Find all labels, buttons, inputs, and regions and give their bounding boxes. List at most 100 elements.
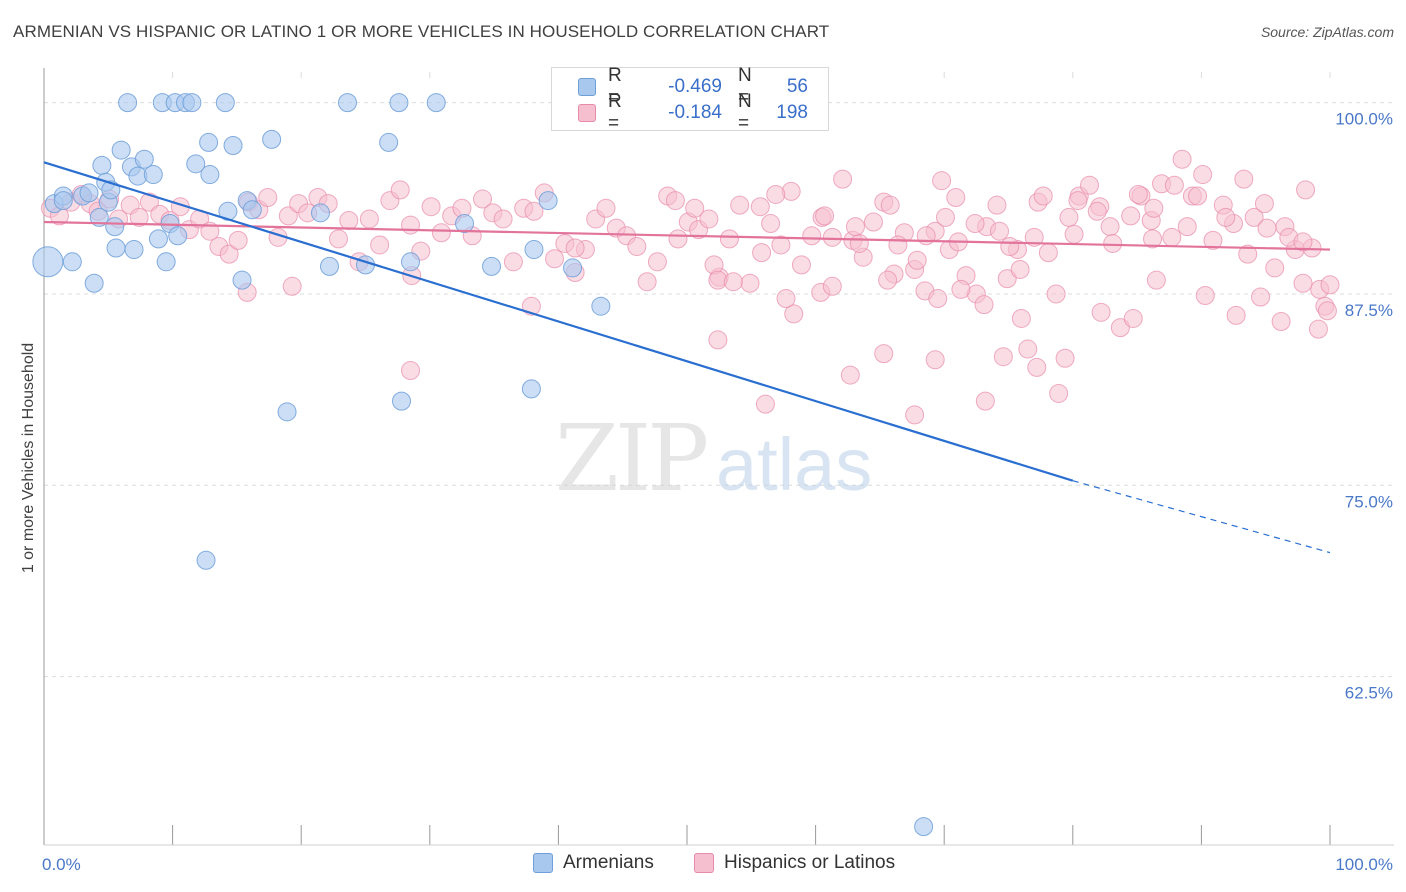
armenian-point	[186, 154, 206, 174]
hispanic-point	[907, 250, 927, 270]
hispanic-point	[493, 209, 513, 229]
n-label: N =	[738, 91, 752, 134]
armenian-point	[379, 132, 399, 152]
armenian-point	[134, 149, 154, 169]
legend-label-hispanics: Hispanics or Latinos	[724, 852, 896, 873]
hispanic-point	[1188, 186, 1208, 206]
hispanic-point	[840, 365, 860, 385]
watermark-atlas: atlas	[716, 423, 872, 506]
armenian-point	[182, 93, 202, 113]
armenians-legend-swatch	[533, 853, 553, 873]
hispanic-point	[880, 195, 900, 215]
stats-legend: R = -0.469 N = 56 R = -0.184 N = 198	[551, 65, 829, 134]
hispanic-trend-line	[43, 220, 1331, 251]
hispanic-point	[1271, 312, 1291, 332]
r-label: R =	[608, 65, 622, 108]
hispanic-point	[946, 188, 966, 208]
armenian-point	[401, 252, 421, 272]
hispanic-point	[685, 198, 705, 218]
hispanic-point	[1254, 194, 1274, 214]
hispanic-point	[1087, 201, 1107, 221]
hispanic-point	[1293, 232, 1313, 252]
trend-lines	[43, 161, 1331, 554]
hispanic-point	[845, 217, 865, 237]
hispanic-point	[339, 210, 359, 230]
hispanic-point	[1121, 206, 1141, 226]
hispanic-point	[627, 236, 647, 256]
axes	[43, 68, 1394, 846]
hispanic-point	[723, 272, 743, 292]
armenian-point	[242, 200, 262, 220]
hispanic-point	[1296, 180, 1316, 200]
armenian-point	[563, 258, 583, 278]
y-tick-label: 87.5%	[1345, 301, 1393, 320]
hispanic-point	[752, 243, 772, 263]
hispanic-point	[708, 330, 728, 350]
armenian-point	[53, 191, 73, 211]
hispanic-point	[1144, 198, 1164, 218]
armenian-point	[62, 252, 82, 272]
y-tick-label: 62.5%	[1345, 684, 1393, 703]
hispanic-point	[935, 207, 955, 227]
armenian-point	[223, 135, 243, 155]
hispanic-point	[1018, 339, 1038, 359]
armenian-point	[92, 155, 112, 175]
hispanic-point	[219, 244, 239, 264]
hispanic-point	[647, 252, 667, 272]
armenian-point	[84, 273, 104, 293]
armenian-point	[196, 550, 216, 570]
armenian-point	[914, 817, 934, 837]
hispanic-point	[719, 229, 739, 249]
armenian-point	[111, 140, 131, 160]
armenian-trend-line	[43, 161, 1074, 482]
hispanic-point	[1162, 227, 1182, 247]
hispanic-point	[849, 233, 869, 253]
armenian-point	[156, 252, 176, 272]
armenian-point	[310, 203, 330, 223]
tick-labels: 100.0% 87.5% 75.0% 62.5% 0.0% 100.0%	[42, 110, 1393, 874]
armenian-points	[32, 93, 934, 837]
legend-item-armenians[interactable]: Armenians	[533, 852, 654, 874]
hispanic-point	[390, 180, 410, 200]
hispanic-point	[766, 184, 786, 204]
hispanic-point	[1172, 149, 1192, 169]
hispanic-point	[1024, 227, 1044, 247]
hispanic-point	[1110, 318, 1130, 338]
hispanic-point	[596, 198, 616, 218]
hispanics-legend-swatch	[694, 853, 714, 873]
hispanic-point	[421, 197, 441, 217]
hispanic-point	[1123, 308, 1143, 328]
armenian-point	[106, 238, 126, 258]
hispanic-point	[888, 235, 908, 255]
hispanic-point	[863, 212, 883, 232]
armenian-point	[168, 226, 188, 246]
hispanic-point	[932, 171, 952, 191]
hispanic-point	[1146, 270, 1166, 290]
hispanic-point	[278, 206, 298, 226]
armenian-point	[591, 296, 611, 316]
hispanic-point	[975, 391, 995, 411]
legend-label-armenians: Armenians	[563, 852, 654, 873]
r-value: -0.184	[668, 102, 722, 123]
hispanic-point	[129, 207, 149, 227]
armenian-point	[392, 391, 412, 411]
hispanic-point	[987, 195, 1007, 215]
hispanic-point	[730, 195, 750, 215]
hispanic-point	[401, 360, 421, 380]
y-tick-label: 100.0%	[1335, 110, 1393, 129]
hispanics-swatch	[578, 104, 596, 122]
hispanic-point	[784, 304, 804, 324]
armenian-point	[482, 256, 502, 276]
armenian-point	[79, 183, 99, 203]
x-tick-label: 100.0%	[1335, 855, 1393, 874]
legend-item-hispanics[interactable]: Hispanics or Latinos	[694, 852, 895, 874]
hispanic-point	[258, 188, 278, 208]
armenian-point	[337, 93, 357, 113]
hispanic-point	[1244, 207, 1264, 227]
hispanic-point	[781, 181, 801, 201]
hispanic-point	[328, 229, 348, 249]
hispanic-point	[1293, 273, 1313, 293]
hispanic-point	[1193, 165, 1213, 185]
hispanic-point	[473, 189, 493, 209]
